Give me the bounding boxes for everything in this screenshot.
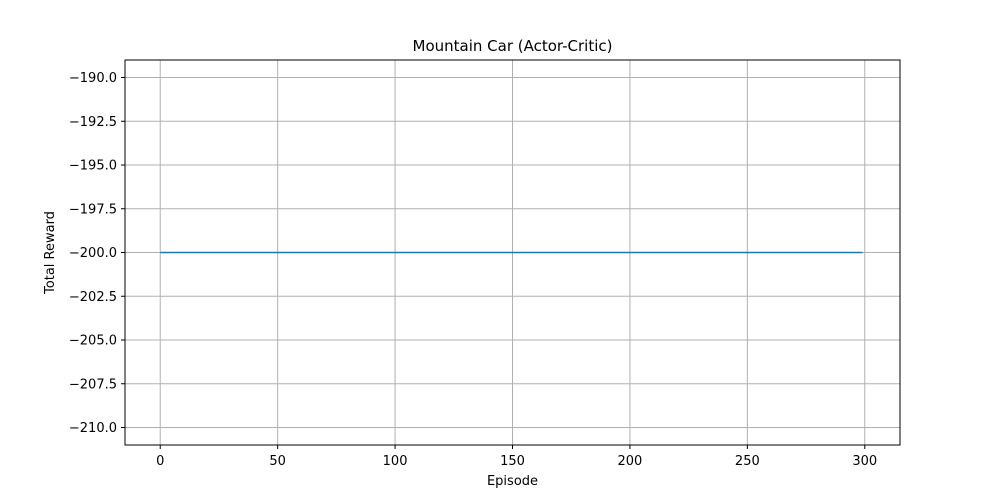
x-tick-label: 50 xyxy=(269,454,286,469)
x-tick-label: 0 xyxy=(156,454,164,469)
y-tick-label: −207.5 xyxy=(69,377,117,392)
y-tick-label: −195.0 xyxy=(69,159,117,174)
x-tick-label: 250 xyxy=(735,454,760,469)
y-axis-label: Total Reward xyxy=(43,211,58,295)
y-tick-label: −202.5 xyxy=(69,290,117,305)
y-tick-label: −210.0 xyxy=(69,421,117,436)
x-tick-label: 300 xyxy=(852,454,877,469)
y-tick-label: −205.0 xyxy=(69,334,117,349)
x-tick-label: 200 xyxy=(618,454,643,469)
y-tick-label: −200.0 xyxy=(69,246,117,261)
y-tick-label: −192.5 xyxy=(69,115,117,130)
chart-title: Mountain Car (Actor-Critic) xyxy=(413,37,613,55)
x-tick-label: 150 xyxy=(500,454,525,469)
y-axis: −190.0 −192.5 −195.0 −197.5 −200.0 −202.5 −205… xyxy=(69,71,125,436)
y-tick-label: −190.0 xyxy=(69,71,117,86)
y-tick-label: −197.5 xyxy=(69,202,117,217)
x-axis-label: Episode xyxy=(487,474,538,489)
x-tick-label: 100 xyxy=(383,454,408,469)
x-axis: 0 50 100 150 200 250 300 xyxy=(156,445,877,469)
